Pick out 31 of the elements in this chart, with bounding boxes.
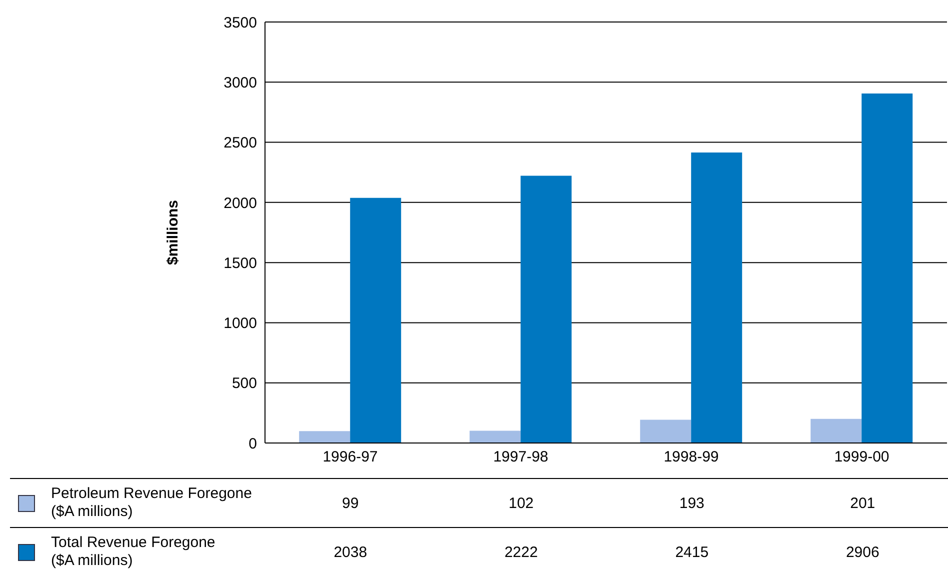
y-tick-label: 1000 (224, 315, 257, 332)
bar (470, 430, 521, 443)
y-tick-label: 500 (232, 375, 257, 392)
bar (350, 198, 402, 443)
legend-label: Petroleum Revenue Foregone ($A millions) (51, 485, 252, 521)
x-tick-label: 1997-98 (493, 448, 548, 466)
data-label: 99 (341, 494, 360, 512)
legend-label: Total Revenue Foregone ($A millions) (51, 534, 216, 570)
data-label: 193 (678, 494, 706, 512)
bar (299, 431, 350, 443)
data-label: 2415 (674, 544, 710, 560)
y-axis-title: $millions (164, 200, 182, 266)
data-label: 2222 (503, 544, 539, 560)
y-tick-label: 1500 (224, 254, 257, 272)
bar (862, 93, 913, 443)
x-tick-label: 1999-00 (834, 448, 890, 466)
bar (640, 420, 692, 443)
y-tick-label: 0 (248, 435, 257, 452)
bar (810, 418, 862, 443)
y-tick-label: 2500 (224, 134, 257, 152)
y-tick-label: 3000 (224, 74, 257, 92)
data-label: 201 (849, 494, 876, 512)
data-label: 2038 (332, 544, 368, 560)
y-tick-label: 3500 (224, 14, 257, 32)
bar (520, 176, 572, 443)
data-label: 102 (508, 494, 535, 512)
y-tick-label: 2000 (224, 194, 257, 212)
bar (691, 152, 742, 443)
data-label: 2906 (844, 544, 880, 560)
x-tick-label: 1998-99 (664, 448, 719, 466)
x-tick-label: 1996-97 (322, 448, 378, 466)
